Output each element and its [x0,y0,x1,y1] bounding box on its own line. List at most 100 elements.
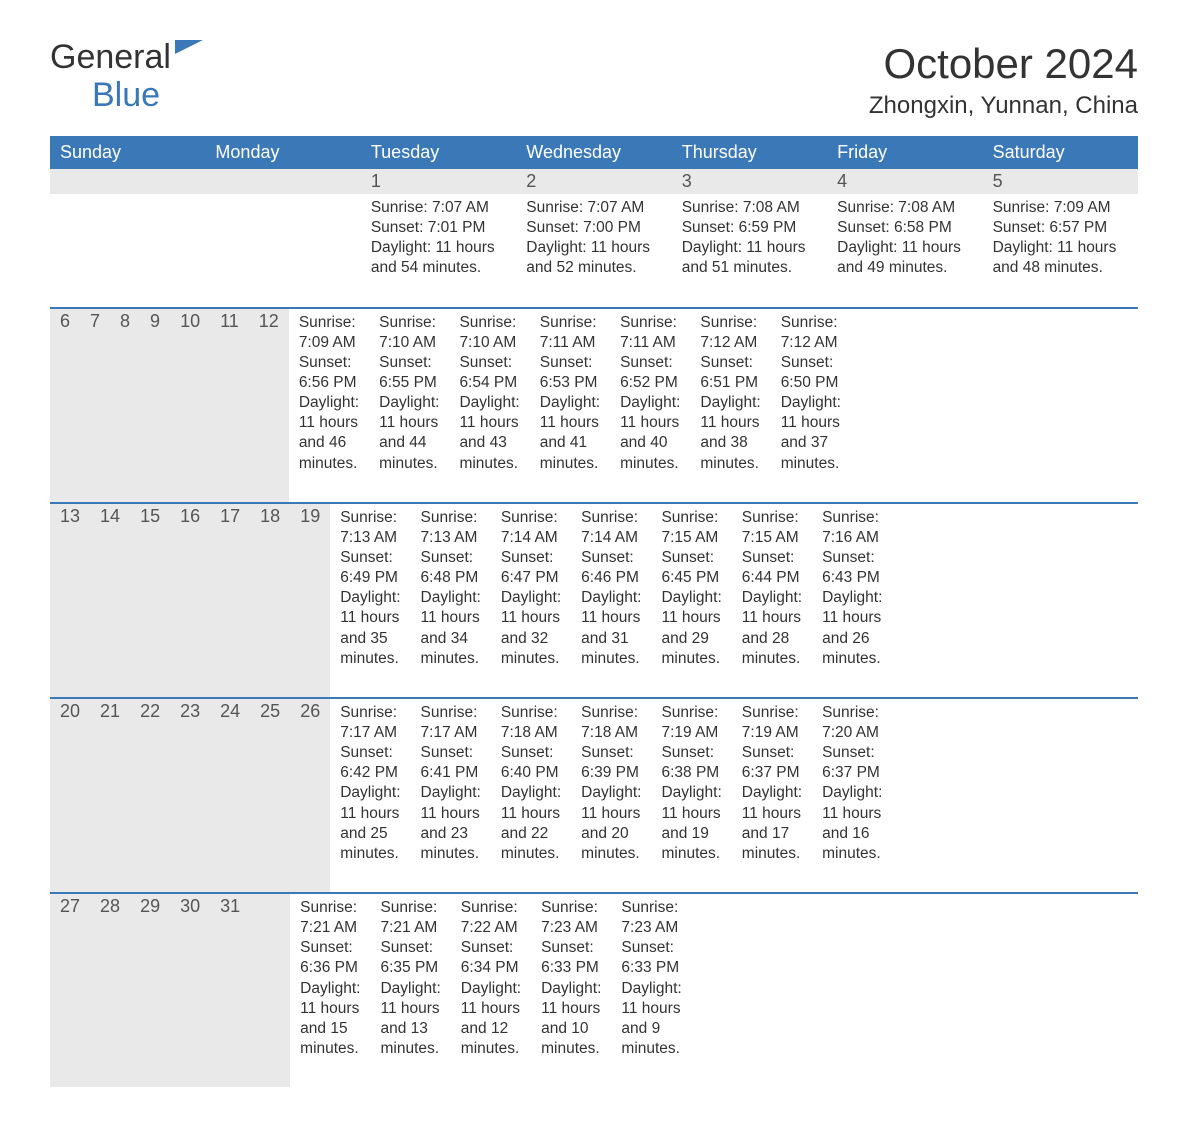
sunrise-text: Sunrise: 7:12 AM [700,313,760,353]
sunset-text: Sunset: 6:41 PM [421,743,481,783]
sunset-text: Sunset: 6:42 PM [340,743,400,783]
day-cell: Sunrise: 7:21 AMSunset: 6:35 PMDaylight:… [370,894,450,1087]
sunrise-text: Sunrise: 7:18 AM [501,703,561,743]
week: 12345Sunrise: 7:07 AMSunset: 7:01 PMDayl… [50,169,1138,307]
day-number: 2 [516,169,671,194]
daylight-text: Daylight: 11 hours and 12 minutes. [461,979,521,1060]
sunset-text: Sunset: 6:34 PM [461,938,521,978]
daylight-text: Daylight: 11 hours and 46 minutes. [299,393,359,474]
day-cell [50,194,205,307]
sunrise-text: Sunrise: 7:15 AM [742,508,802,548]
sunrise-text: Sunrise: 7:13 AM [421,508,481,548]
day-cell: Sunrise: 7:17 AMSunset: 6:42 PMDaylight:… [330,699,410,892]
sunrise-text: Sunrise: 7:15 AM [661,508,721,548]
sunrise-text: Sunrise: 7:16 AM [822,508,882,548]
daylight-text: Daylight: 11 hours and 54 minutes. [371,238,506,278]
daylight-text: Daylight: 11 hours and 10 minutes. [541,979,601,1060]
daylight-text: Daylight: 11 hours and 34 minutes. [421,588,481,669]
sunset-text: Sunset: 6:36 PM [300,938,360,978]
daylight-text: Daylight: 11 hours and 25 minutes. [340,783,400,864]
sunrise-text: Sunrise: 7:23 AM [621,898,681,938]
daylight-text: Daylight: 11 hours and 26 minutes. [822,588,882,669]
sunset-text: Sunset: 6:50 PM [781,353,841,393]
sunset-text: Sunset: 6:39 PM [581,743,641,783]
day-cell: Sunrise: 7:14 AMSunset: 6:46 PMDaylight:… [571,504,651,697]
day-number: 4 [827,169,982,194]
sunrise-text: Sunrise: 7:21 AM [300,898,360,938]
day-cell: Sunrise: 7:11 AMSunset: 6:53 PMDaylight:… [530,309,610,502]
brand-logo: General Blue [50,40,203,112]
daylight-text: Daylight: 11 hours and 48 minutes. [993,238,1128,278]
daylight-text: Daylight: 11 hours and 44 minutes. [379,393,439,474]
sunrise-text: Sunrise: 7:19 AM [742,703,802,743]
sunrise-text: Sunrise: 7:14 AM [501,508,561,548]
day-cell: Sunrise: 7:10 AMSunset: 6:55 PMDaylight:… [369,309,449,502]
brand-general: General [50,38,171,76]
day-number: 28 [90,894,130,1087]
day-cell [712,894,732,1087]
sunrise-text: Sunrise: 7:17 AM [421,703,481,743]
daybody-row: Sunrise: 7:21 AMSunset: 6:36 PMDaylight:… [290,894,732,1087]
sunset-text: Sunset: 6:38 PM [661,743,721,783]
dow-sunday: Sunday [50,136,205,169]
daylight-text: Daylight: 11 hours and 38 minutes. [700,393,760,474]
day-number: 19 [290,504,330,697]
location: Zhongxin, Yunnan, China [869,92,1138,120]
day-number: 16 [170,504,210,697]
daylight-text: Daylight: 11 hours and 52 minutes. [526,238,661,278]
day-number: 27 [50,894,90,1087]
sunset-text: Sunset: 6:33 PM [541,938,601,978]
sunset-text: Sunset: 6:45 PM [661,548,721,588]
day-cell [692,894,712,1087]
flag-icon [175,40,203,60]
sunset-text: Sunset: 6:37 PM [742,743,802,783]
day-number: 23 [170,699,210,892]
day-cell: Sunrise: 7:13 AMSunset: 6:48 PMDaylight:… [411,504,491,697]
daynum-row: 12345 [50,169,1138,194]
daylight-text: Daylight: 11 hours and 41 minutes. [540,393,600,474]
day-number: 15 [130,504,170,697]
sunrise-text: Sunrise: 7:11 AM [540,313,600,353]
week: 6789101112Sunrise: 7:09 AMSunset: 6:56 P… [50,307,1138,502]
sunset-text: Sunset: 6:52 PM [620,353,680,393]
sunset-text: Sunset: 6:46 PM [581,548,641,588]
daylight-text: Daylight: 11 hours and 49 minutes. [837,238,972,278]
sunset-text: Sunset: 6:35 PM [380,938,440,978]
daylight-text: Daylight: 11 hours and 40 minutes. [620,393,680,474]
dow-wednesday: Wednesday [516,136,671,169]
header: General Blue October 2024 Zhongxin, Yunn… [50,40,1138,130]
daynum-row: 2728293031 [50,894,290,1087]
day-cell: Sunrise: 7:18 AMSunset: 6:40 PMDaylight:… [491,699,571,892]
daynum-row: 20212223242526 [50,699,330,892]
sunset-text: Sunset: 6:48 PM [421,548,481,588]
day-cell: Sunrise: 7:15 AMSunset: 6:45 PMDaylight:… [651,504,731,697]
sunrise-text: Sunrise: 7:22 AM [461,898,521,938]
dow-tuesday: Tuesday [361,136,516,169]
day-cell: Sunrise: 7:08 AMSunset: 6:59 PMDaylight:… [672,194,827,307]
sunset-text: Sunset: 6:56 PM [299,353,359,393]
sunset-text: Sunset: 6:57 PM [993,218,1128,238]
day-cell: Sunrise: 7:22 AMSunset: 6:34 PMDaylight:… [451,894,531,1087]
sunset-text: Sunset: 6:58 PM [837,218,972,238]
day-cell [205,194,360,307]
day-number: 6 [50,309,80,502]
daylight-text: Daylight: 11 hours and 22 minutes. [501,783,561,864]
daylight-text: Daylight: 11 hours and 28 minutes. [742,588,802,669]
day-cell: Sunrise: 7:18 AMSunset: 6:39 PMDaylight:… [571,699,651,892]
daylight-text: Daylight: 11 hours and 51 minutes. [682,238,817,278]
sunset-text: Sunset: 6:44 PM [742,548,802,588]
day-cell: Sunrise: 7:19 AMSunset: 6:38 PMDaylight:… [651,699,731,892]
day-number: 24 [210,699,250,892]
day-number: 14 [90,504,130,697]
sunset-text: Sunset: 7:01 PM [371,218,506,238]
sunrise-text: Sunrise: 7:08 AM [837,198,972,218]
sunset-text: Sunset: 6:49 PM [340,548,400,588]
sunrise-text: Sunrise: 7:07 AM [526,198,661,218]
dow-saturday: Saturday [983,136,1138,169]
day-number: 5 [983,169,1138,194]
sunrise-text: Sunrise: 7:09 AM [993,198,1128,218]
sunrise-text: Sunrise: 7:21 AM [380,898,440,938]
sunset-text: Sunset: 6:33 PM [621,938,681,978]
daybody-row: Sunrise: 7:09 AMSunset: 6:56 PMDaylight:… [289,309,851,502]
day-number: 1 [361,169,516,194]
